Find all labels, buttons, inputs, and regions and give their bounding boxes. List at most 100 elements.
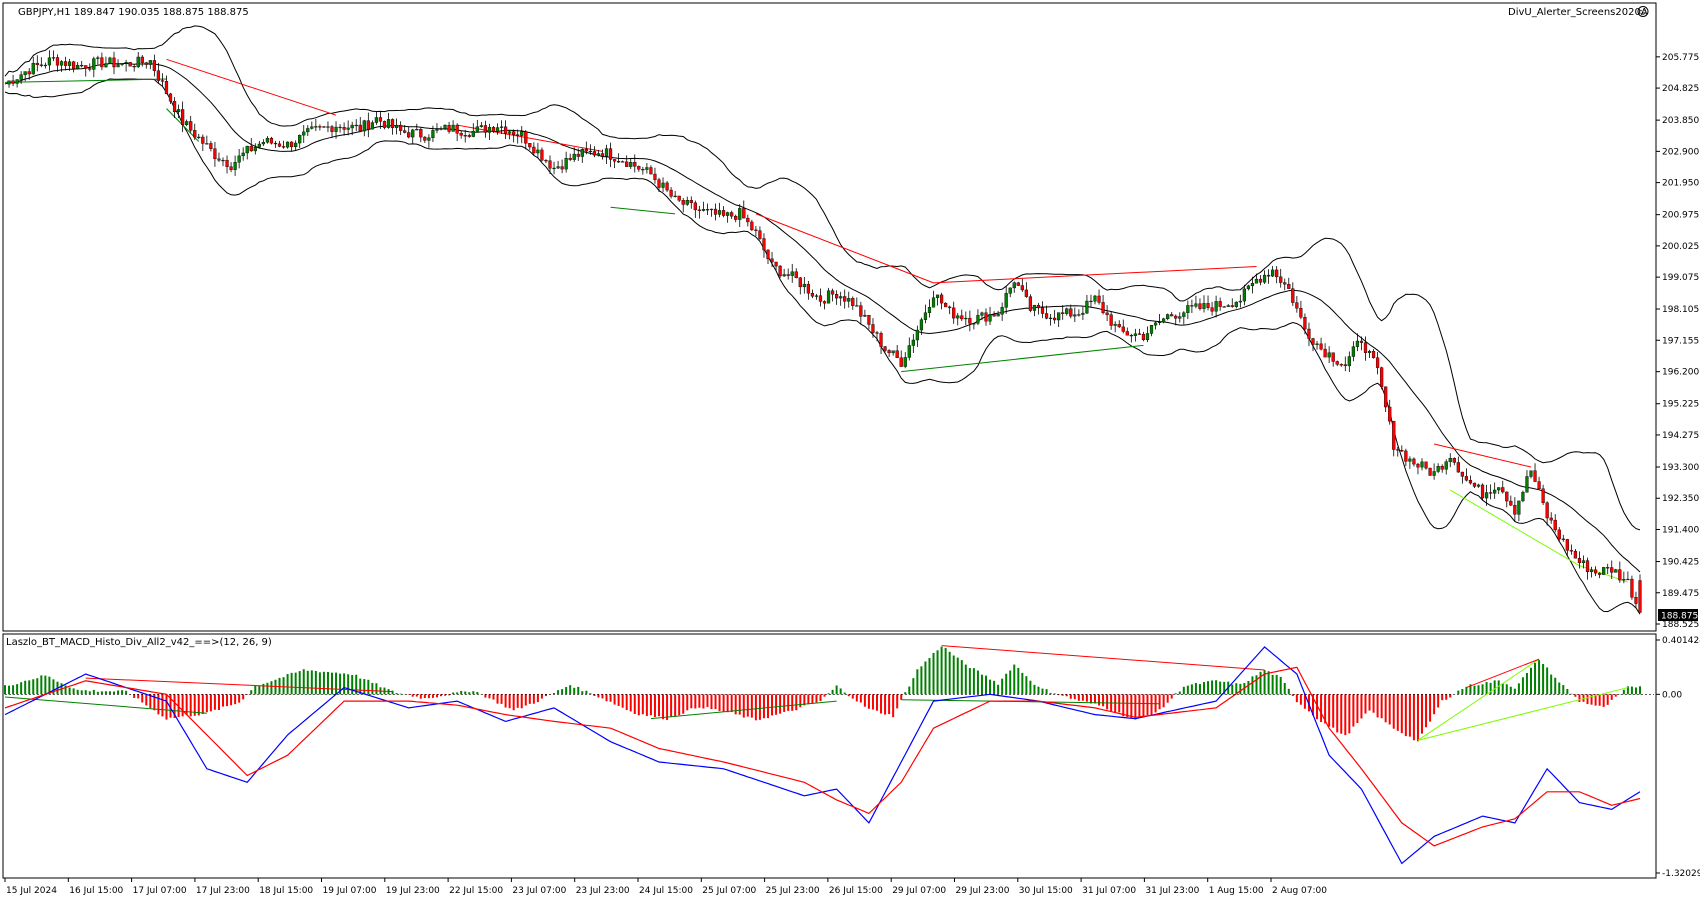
- bear-candle: [1020, 285, 1024, 291]
- bear-candle: [419, 129, 423, 138]
- bear-candle: [1545, 502, 1549, 519]
- bull-candle: [980, 312, 984, 316]
- bear-candle: [843, 296, 847, 302]
- bull-candle: [1194, 303, 1198, 307]
- bull-candle: [1153, 322, 1158, 326]
- bull-divergence-line: [901, 344, 1144, 373]
- bull-candle: [221, 159, 225, 162]
- bear-candle: [939, 294, 944, 304]
- bull-candle: [972, 323, 976, 325]
- bear-candle: [128, 62, 132, 67]
- bull-candle: [427, 137, 431, 141]
- price-tick-label: 196.200: [1662, 368, 1699, 378]
- bear-candle: [1174, 315, 1178, 319]
- bear-divergence-line: [457, 124, 603, 152]
- bear-candle: [835, 294, 839, 299]
- bear-candle: [1630, 578, 1634, 598]
- bear-candle: [766, 249, 770, 260]
- bull-candle: [572, 153, 576, 160]
- bull-candle: [1133, 333, 1137, 336]
- bear-candle: [1533, 470, 1537, 482]
- bull-candle: [1262, 274, 1267, 283]
- bear-candle: [1335, 361, 1339, 365]
- bear-candle: [72, 61, 76, 69]
- bear-candle: [1210, 307, 1214, 312]
- bear-candle: [786, 274, 790, 276]
- bear-candle: [140, 56, 144, 63]
- time-tick-label: 17 Jul 07:00: [133, 886, 187, 896]
- bull-candle: [1004, 293, 1008, 308]
- macd-tick-label: 0.401424: [1662, 636, 1700, 646]
- bear-candle: [491, 127, 496, 132]
- bull-candle: [1347, 356, 1351, 367]
- bear-candle: [1440, 466, 1444, 470]
- bull-candle: [508, 131, 512, 134]
- bull-candle: [1271, 269, 1275, 277]
- bear-candle: [1464, 476, 1469, 481]
- bull-candle: [92, 58, 96, 70]
- bull-candle: [1214, 301, 1218, 312]
- bear-candle: [467, 135, 471, 137]
- bear-candle: [665, 182, 669, 191]
- bull-candle: [988, 314, 992, 322]
- bear-candle: [681, 200, 685, 205]
- bear-candle: [249, 145, 253, 152]
- bull-candle: [205, 143, 209, 145]
- time-axis: 15 Jul 2024 16 Jul 15:00 17 Jul 07:00 17 Ju…: [4, 878, 1327, 896]
- bear-candle: [366, 120, 370, 130]
- bear-candle: [895, 350, 899, 358]
- bear-candle: [1053, 317, 1057, 321]
- bull-candle: [903, 357, 907, 367]
- bear-candle: [112, 57, 116, 68]
- bull-candle: [479, 125, 483, 127]
- bear-candle: [1299, 307, 1303, 318]
- bear-candle: [1101, 302, 1105, 314]
- bull-candle: [709, 208, 714, 211]
- bear-candle: [11, 80, 15, 84]
- bear-candle: [1424, 461, 1428, 469]
- bear-candle: [1291, 288, 1295, 303]
- bear-candle: [342, 127, 346, 130]
- bull-candle: [911, 339, 915, 346]
- bull-candle: [1622, 579, 1626, 581]
- bear-candle: [798, 277, 802, 288]
- bear-candle: [1553, 519, 1557, 531]
- bull-candle: [1186, 305, 1190, 313]
- bear-candle: [984, 312, 988, 322]
- price-tick-label: 194.275: [1662, 431, 1699, 441]
- bear-candle: [693, 202, 697, 211]
- bull-candle: [1226, 305, 1230, 307]
- bull-candle: [629, 162, 633, 167]
- bear-candle: [1549, 517, 1553, 521]
- bear-candle: [144, 62, 148, 65]
- bull-candle: [1444, 461, 1448, 470]
- bear-candle: [778, 265, 782, 277]
- bear-candle: [1307, 328, 1311, 339]
- bull-candle: [1351, 346, 1355, 357]
- bull-candle: [51, 57, 56, 59]
- bull-candle: [1408, 458, 1412, 462]
- bull-candle: [552, 167, 556, 170]
- bull-candle: [443, 124, 447, 129]
- bear-candle: [1509, 500, 1513, 506]
- bull-candle: [802, 283, 806, 288]
- bear-candle: [1371, 351, 1376, 358]
- time-tick-label: 25 Jul 23:00: [766, 886, 820, 896]
- bull-candle: [1432, 471, 1436, 476]
- bull-candle: [334, 126, 338, 132]
- bear-candle: [330, 126, 334, 132]
- bear-candle: [1266, 274, 1271, 277]
- bear-candle: [217, 158, 221, 161]
- bear-candle: [633, 162, 637, 167]
- bear-candle: [1577, 558, 1582, 564]
- bull-candle: [451, 124, 455, 132]
- time-tick-label: 22 Jul 15:00: [449, 886, 503, 896]
- bull-candle: [536, 149, 540, 154]
- bear-candle: [1400, 450, 1404, 452]
- bull-candle: [1012, 282, 1016, 289]
- bull-candle: [1182, 312, 1186, 317]
- bear-candle: [1561, 538, 1565, 540]
- bull-candle: [136, 56, 140, 68]
